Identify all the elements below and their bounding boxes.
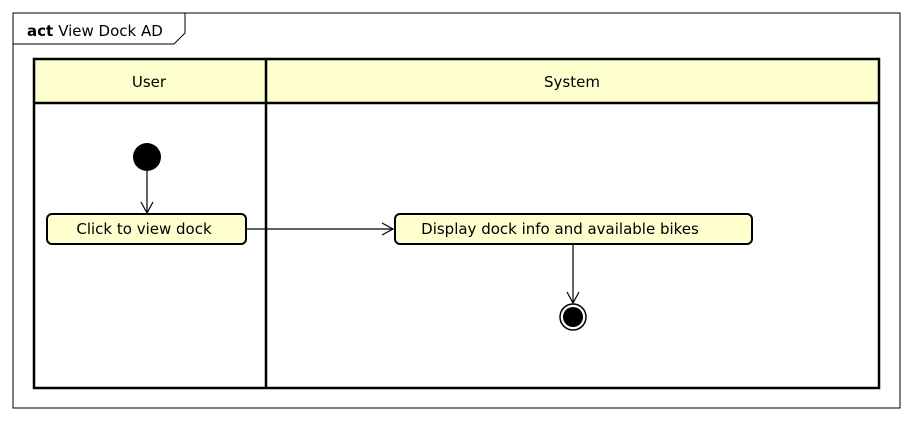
frame-title: View Dock AD — [58, 22, 163, 40]
final-node — [559, 303, 587, 331]
lane-header-system — [266, 59, 879, 103]
diagram-frame — [12, 12, 901, 409]
action-label-display: Display dock info and available bikes — [421, 220, 699, 238]
action-label-click: Click to view dock — [76, 220, 212, 238]
lane-title-system: System — [544, 73, 600, 91]
frame-label: act View Dock AD — [27, 22, 163, 40]
initial-node — [133, 143, 161, 171]
lane-title-user: User — [132, 73, 167, 91]
swimlane-container — [32, 57, 881, 390]
lane-header-user — [34, 59, 266, 103]
action-click-to-view-dock — [46, 213, 247, 245]
frame-tab — [13, 13, 186, 45]
frame-keyword: act — [27, 22, 53, 40]
